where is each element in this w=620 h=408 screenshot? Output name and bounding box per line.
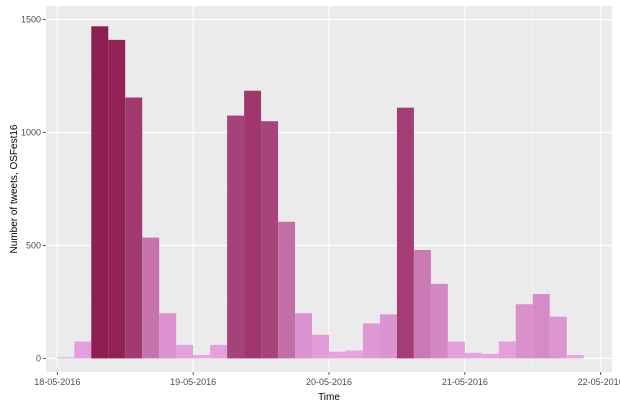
x-axis-title: Time	[318, 392, 340, 403]
histogram-bar	[108, 39, 126, 359]
histogram-bar	[329, 351, 346, 359]
y-tick-label: 1000	[21, 128, 41, 138]
x-tick-label: 22-05-2016	[578, 377, 620, 387]
histogram-bar	[464, 352, 482, 359]
histogram-bar	[142, 237, 160, 359]
histogram-bar	[396, 107, 414, 359]
y-tick-label: 1500	[21, 15, 41, 25]
histogram-bar	[515, 304, 533, 359]
x-tick-label: 21-05-2016	[442, 377, 488, 387]
histogram-bars	[57, 26, 584, 359]
histogram-bar	[532, 294, 550, 359]
histogram-bar	[57, 357, 75, 359]
histogram-bar	[74, 341, 92, 359]
histogram-bar	[278, 221, 296, 359]
y-tick-label: 0	[36, 353, 41, 363]
histogram-bar	[362, 323, 380, 359]
y-axis-title: Number of tweets, OSFest16	[9, 124, 20, 253]
histogram-bar	[159, 313, 177, 359]
histogram-bar	[447, 341, 465, 359]
histogram-bar	[176, 344, 194, 359]
histogram-bar	[481, 353, 499, 359]
histogram-bar	[312, 334, 329, 359]
histogram-bar	[210, 344, 228, 359]
histogram-bar	[91, 26, 109, 359]
histogram-bar	[549, 316, 567, 359]
histogram-bar	[244, 90, 262, 359]
histogram-bar	[379, 314, 397, 359]
histogram-bar	[345, 350, 363, 359]
x-axis: 18-05-2016 19-05-2016 20-05-2016 21-05-2016…	[34, 372, 620, 387]
histogram-bar	[125, 97, 143, 359]
histogram-bar	[566, 355, 584, 359]
histogram-bar	[413, 250, 431, 359]
y-axis: 0 500 1000 1500	[21, 15, 46, 363]
x-tick-label: 19-05-2016	[170, 377, 216, 387]
histogram-bar	[498, 341, 516, 359]
histogram-bar	[295, 313, 313, 359]
histogram-bar	[261, 121, 279, 359]
y-tick-label: 500	[26, 240, 41, 250]
histogram-bar	[430, 283, 448, 359]
histogram-bar	[227, 115, 245, 359]
x-tick-label: 20-05-2016	[306, 377, 352, 387]
x-tick-label: 18-05-2016	[34, 377, 80, 387]
histogram-bar	[193, 355, 211, 359]
